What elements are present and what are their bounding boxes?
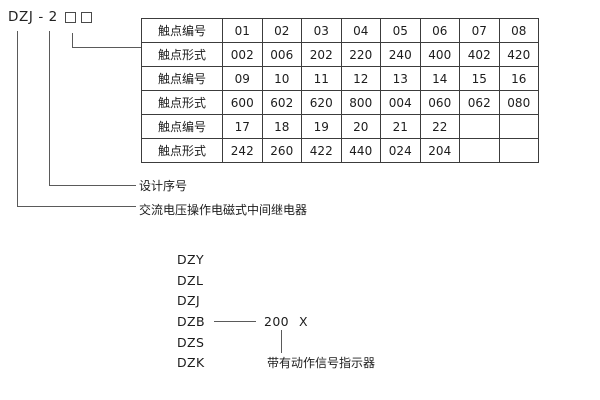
connector-line-contact-table — [72, 33, 142, 48]
placeholder-box-icon — [80, 11, 92, 23]
table-cell: 08 — [498, 18, 539, 43]
model-list-item: DZS — [177, 334, 205, 350]
table-cell: 420 — [498, 42, 539, 67]
table-cell: 14 — [419, 66, 460, 91]
table-cell: 11 — [301, 66, 342, 91]
table-row: 触点编号 17 18 19 20 21 22 — [141, 114, 539, 139]
connector-line-model-link — [213, 320, 256, 322]
model-list-row: DZS — [177, 332, 308, 353]
table-cell — [498, 138, 539, 163]
table-row: 触点形式 002 006 202 220 240 400 402 420 — [141, 42, 539, 67]
table-cell: 16 — [498, 66, 539, 91]
table-cell: 06 — [419, 18, 460, 43]
table-row: 触点编号 09 10 11 12 13 14 15 16 — [141, 66, 539, 91]
table-cell: 422 — [301, 138, 342, 163]
model-family-list: DZY DZL DZJ DZB 200 X DZS DZK — [177, 249, 308, 373]
table-cell: 620 — [301, 90, 342, 115]
table-cell: 204 — [419, 138, 460, 163]
model-code-text: DZJ - 2 — [8, 9, 58, 25]
table-cell: 220 — [340, 42, 381, 67]
model-list-item: DZY — [177, 251, 205, 267]
table-row: 触点形式 242 260 422 440 024 204 — [141, 138, 539, 163]
table-cell: 440 — [340, 138, 381, 163]
table-cell: 09 — [222, 66, 263, 91]
row-header-cell: 触点编号 — [141, 114, 223, 139]
table-cell: 01 — [222, 18, 263, 43]
table-cell: 17 — [222, 114, 263, 139]
table-cell: 19 — [301, 114, 342, 139]
model-list-row: DZB 200 X — [177, 311, 308, 332]
table-cell: 024 — [380, 138, 421, 163]
model-code: DZJ - 2 — [8, 9, 92, 25]
table-cell: 260 — [261, 138, 302, 163]
row-header-cell: 触点形式 — [141, 42, 223, 67]
table-cell: 13 — [380, 66, 421, 91]
design-serial-label: 设计序号 — [139, 179, 188, 193]
table-cell: 060 — [419, 90, 460, 115]
table-cell: 10 — [261, 66, 302, 91]
table-cell: 602 — [261, 90, 302, 115]
table-cell: 202 — [301, 42, 342, 67]
model-list-row: DZL — [177, 270, 308, 291]
row-header-cell: 触点形式 — [141, 90, 223, 115]
row-header-cell: 触点编号 — [141, 66, 223, 91]
placeholder-box-icon — [64, 11, 76, 23]
table-cell: 800 — [340, 90, 381, 115]
table-cell — [459, 114, 500, 139]
table-cell: 12 — [340, 66, 381, 91]
contact-spec-table: 触点编号 01 02 03 04 05 06 07 08 触点形式 002 006 202 220 240 4… — [141, 18, 539, 163]
table-cell: 04 — [340, 18, 381, 43]
connector-line-indicator — [281, 330, 282, 353]
table-cell: 242 — [222, 138, 263, 163]
relay-type-label: 交流电压操作电磁式中间继电器 — [139, 203, 308, 217]
table-cell: 03 — [301, 18, 342, 43]
table-cell: 080 — [498, 90, 539, 115]
table-cell: 004 — [380, 90, 421, 115]
table-cell — [498, 114, 539, 139]
table-cell: 21 — [380, 114, 421, 139]
table-cell: 05 — [380, 18, 421, 43]
indicator-note-label: 带有动作信号指示器 — [267, 356, 376, 370]
model-list-row: DZY — [177, 249, 308, 270]
model-list-row: DZJ — [177, 290, 308, 311]
row-header-cell: 触点编号 — [141, 18, 223, 43]
table-cell: 240 — [380, 42, 421, 67]
table-row: 触点形式 600 602 620 800 004 060 062 080 — [141, 90, 539, 115]
table-cell: 07 — [459, 18, 500, 43]
table-cell: 20 — [340, 114, 381, 139]
table-cell: 002 — [222, 42, 263, 67]
model-link-suffix: X — [299, 313, 308, 329]
connector-line-design-serial — [49, 31, 136, 186]
table-cell: 062 — [459, 90, 500, 115]
table-cell: 18 — [261, 114, 302, 139]
table-cell: 006 — [261, 42, 302, 67]
model-list-item: DZK — [177, 355, 205, 371]
connector-line-relay-type — [17, 31, 136, 207]
table-cell: 15 — [459, 66, 500, 91]
table-cell: 400 — [419, 42, 460, 67]
model-list-row: DZK — [177, 352, 308, 373]
table-cell: 600 — [222, 90, 263, 115]
model-link-value: 200 — [263, 313, 290, 329]
table-cell: 402 — [459, 42, 500, 67]
model-list-item: DZL — [177, 272, 204, 288]
table-cell: 02 — [261, 18, 302, 43]
table-cell — [459, 138, 500, 163]
row-header-cell: 触点形式 — [141, 138, 223, 163]
model-list-item: DZB — [177, 313, 205, 329]
table-cell: 22 — [419, 114, 460, 139]
table-row: 触点编号 01 02 03 04 05 06 07 08 — [141, 18, 539, 43]
model-list-item: DZJ — [177, 293, 201, 309]
